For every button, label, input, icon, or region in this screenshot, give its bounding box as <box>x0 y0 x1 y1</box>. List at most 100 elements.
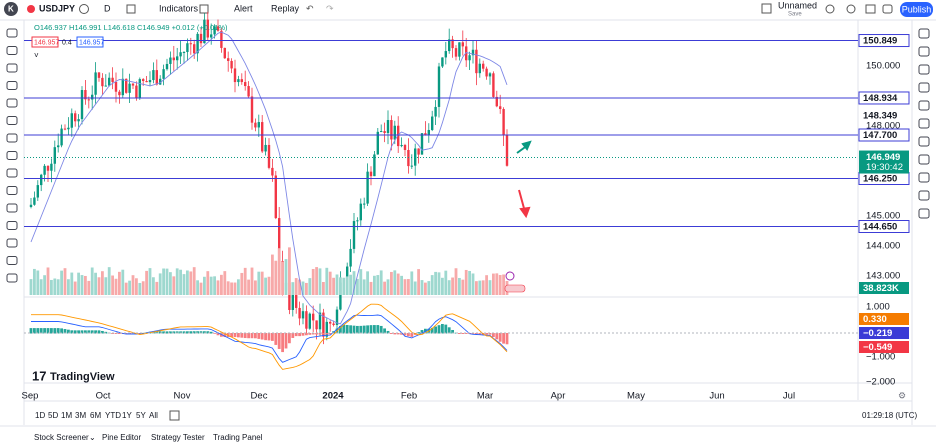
indicators-button[interactable]: Indicators <box>159 3 199 13</box>
save-label[interactable]: Save <box>788 12 802 18</box>
volume-bar <box>495 273 499 295</box>
volume-bar <box>56 279 60 295</box>
bottom-tab[interactable]: Stock Screener <box>34 433 89 442</box>
histogram-bar <box>488 333 492 335</box>
range-button[interactable]: 1D <box>35 411 45 420</box>
tool-icon[interactable] <box>6 238 18 248</box>
collapse[interactable]: ˅ <box>34 51 39 60</box>
undo[interactable]: ↶ <box>306 3 314 13</box>
panel-icon[interactable] <box>918 46 930 57</box>
panel-icon[interactable] <box>918 172 930 183</box>
candle-body <box>339 282 342 310</box>
tool-icon[interactable] <box>6 256 18 265</box>
panel-icon[interactable] <box>918 208 930 219</box>
search-icon[interactable] <box>825 4 835 14</box>
flag-icon[interactable] <box>504 284 526 293</box>
redo[interactable]: ↷ <box>326 3 334 13</box>
candle-body <box>492 73 495 97</box>
candle-body <box>57 145 60 148</box>
event-icon[interactable] <box>505 271 515 281</box>
bottom-tab[interactable]: Strategy Tester <box>151 433 205 442</box>
panel-icon[interactable] <box>918 190 930 201</box>
replay-button[interactable]: Replay <box>271 3 300 13</box>
tool-icon[interactable] <box>6 98 18 108</box>
panel-icon[interactable] <box>918 100 930 111</box>
tool-icon[interactable] <box>6 28 18 38</box>
avatar[interactable] <box>4 2 18 16</box>
time-label: Nov <box>174 391 191 402</box>
clock[interactable]: 01:29:18 (UTC) <box>862 411 917 420</box>
range-button[interactable]: 3M <box>75 411 86 420</box>
volume-bar <box>291 282 295 295</box>
histogram-bar <box>138 333 142 334</box>
candle-body <box>254 122 257 128</box>
candle-body <box>478 63 481 74</box>
panel-icon[interactable] <box>918 154 930 165</box>
date-range-icon[interactable] <box>169 410 180 421</box>
tool-icon[interactable] <box>6 273 18 283</box>
volume-bar <box>305 282 308 295</box>
layout-name[interactable]: Unnamed <box>778 0 817 10</box>
volume-bar <box>247 279 250 295</box>
symbol[interactable]: USDJPY <box>39 3 75 13</box>
snapshot-icon[interactable] <box>882 4 893 14</box>
time-label: Jun <box>709 391 724 402</box>
templates-icon[interactable] <box>199 4 209 14</box>
interval[interactable]: D <box>104 3 111 13</box>
publish-button[interactable] <box>900 2 933 17</box>
tool-icon[interactable] <box>6 63 18 73</box>
volume-bar <box>400 275 403 295</box>
candle-body <box>403 144 407 150</box>
range-button[interactable]: All <box>149 411 158 420</box>
panel-icon[interactable] <box>918 136 930 147</box>
panel-icon[interactable] <box>918 82 930 93</box>
add-symbol[interactable] <box>79 4 89 14</box>
layout-icon[interactable] <box>761 3 772 14</box>
time-label: Dec <box>251 391 268 402</box>
volume-bar <box>271 254 274 295</box>
panel-icon[interactable] <box>918 118 930 129</box>
volume-bar <box>478 280 482 295</box>
candle-body <box>485 68 488 77</box>
range-button[interactable]: 5D <box>48 411 58 420</box>
bottom-tab[interactable]: Trading Panel <box>213 433 263 442</box>
tab-chevron[interactable]: ⌄ <box>89 433 96 442</box>
tool-icon[interactable] <box>6 46 18 55</box>
volume-bar <box>407 279 410 295</box>
tool-icon[interactable] <box>6 116 18 125</box>
candle-body <box>329 321 332 324</box>
range-button[interactable]: 6M <box>90 411 101 420</box>
histogram-bar <box>199 331 203 334</box>
tool-icon[interactable] <box>6 203 18 213</box>
histogram-bar <box>77 330 80 334</box>
candle-body <box>373 154 376 177</box>
tool-icon[interactable] <box>6 81 18 90</box>
bottom-tab[interactable]: Pine Editor <box>102 433 141 442</box>
candle-body <box>295 293 298 308</box>
tool-icon[interactable] <box>6 186 18 195</box>
volume-bar <box>111 275 114 295</box>
range-button[interactable]: 1M <box>61 411 72 420</box>
alert-button[interactable]: Alert <box>234 3 253 13</box>
macd-line <box>31 314 508 363</box>
tool-icon[interactable] <box>6 221 18 230</box>
tool-icon[interactable] <box>6 151 18 160</box>
time-settings[interactable]: ⚙ <box>898 390 906 400</box>
panel-icon[interactable] <box>918 64 930 75</box>
candle-body <box>356 220 359 222</box>
panel-icon[interactable] <box>918 28 930 39</box>
candle-body <box>461 42 464 47</box>
candle-body <box>145 81 148 83</box>
chart-type-icon[interactable] <box>126 4 136 14</box>
histogram-bar <box>376 325 380 334</box>
volume-bar <box>87 280 91 295</box>
range-button[interactable]: YTD <box>105 411 121 420</box>
fullscreen-icon[interactable] <box>865 4 876 14</box>
range-button[interactable]: 5Y <box>136 411 146 420</box>
candle-body <box>80 90 84 120</box>
volume-bar <box>342 277 346 295</box>
settings-icon[interactable] <box>846 4 856 14</box>
tool-icon[interactable] <box>6 133 18 143</box>
range-button[interactable]: 1Y <box>122 411 132 420</box>
tool-icon[interactable] <box>6 168 18 178</box>
